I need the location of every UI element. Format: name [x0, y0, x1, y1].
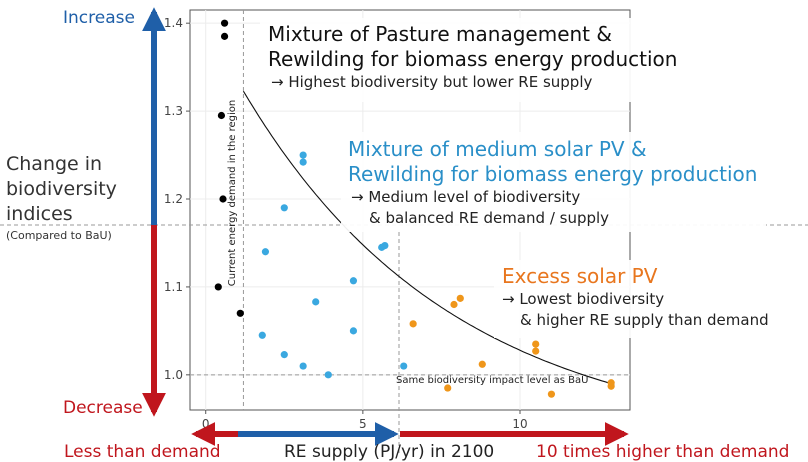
x-tick-label: 0 [202, 417, 210, 431]
box3-title: Excess solar PV [502, 264, 658, 288]
increase-label: Increase [63, 8, 135, 28]
point-blue [299, 158, 307, 166]
x-tick-label: 5 [359, 417, 367, 431]
point-blue [349, 327, 358, 335]
point-blue [324, 371, 332, 379]
point-blue [261, 248, 270, 256]
point-blue [299, 362, 307, 370]
point-blue [280, 351, 288, 359]
point-orange [450, 300, 458, 309]
point-orange [456, 294, 464, 302]
point-black [220, 19, 229, 27]
box3-note-line-1: → Lowest biodiversity [502, 290, 665, 308]
point-orange [547, 390, 556, 398]
point-orange [444, 384, 452, 392]
hline-label: Same biodiversity impact level as BaU [396, 375, 588, 386]
point-black [219, 195, 227, 203]
point-orange [478, 360, 486, 368]
point-black [236, 309, 244, 317]
y-tick-label: 1.0 [164, 368, 183, 382]
point-orange [409, 320, 417, 328]
y-tick-label: 1.2 [164, 192, 183, 206]
point-blue [299, 151, 307, 159]
vline-label: Current energy demand in the region [227, 100, 238, 287]
data-points [214, 19, 615, 398]
point-blue [258, 331, 266, 339]
point-blue [381, 242, 389, 250]
fit-curve [242, 90, 615, 386]
annotation-box-excess-solar: Excess solar PV → Lowest biodiversity & … [494, 260, 800, 338]
annotation-box-pasture: Mixture of Pasture management & Rewildin… [260, 18, 710, 102]
box1-title-line-2: Rewilding for biomass energy production [268, 47, 678, 71]
annotation-box-solar-rewilding: Mixture of medium solar PV & Rewilding f… [341, 132, 766, 232]
point-orange [607, 379, 615, 387]
y-title-line-1: Change in [6, 153, 103, 175]
y-title-line-2: biodiversity [6, 178, 117, 200]
point-blue [349, 277, 358, 285]
y-tick-label: 1.3 [164, 104, 183, 118]
point-orange [532, 347, 540, 355]
axis-ticks: 1.0 1.1 1.2 1.3 1.4 0 5 10 [164, 16, 528, 431]
point-blue [400, 362, 408, 370]
y-tick-label: 1.1 [164, 280, 183, 294]
y-title-line-3: indices [6, 203, 73, 225]
box1-note-line-1: → Highest biodiversity but lower RE supp… [271, 73, 593, 91]
point-blue [312, 298, 320, 306]
point-black [214, 283, 222, 291]
box1-title-line-1: Mixture of Pasture management & [268, 22, 612, 46]
box2-note-line-2: & balanced RE demand / supply [369, 209, 610, 227]
point-black [217, 111, 226, 120]
point-orange [532, 340, 540, 348]
axis-arrows [142, 7, 629, 446]
ten-times-demand-label: 10 times higher than demand [536, 442, 790, 462]
decrease-label: Decrease [63, 398, 143, 418]
box2-title-line-1: Mixture of medium solar PV & [348, 137, 647, 161]
box3-note-line-2: & higher RE supply than demand [520, 311, 769, 329]
less-than-demand-label: Less than demand [64, 442, 221, 462]
point-black [220, 32, 229, 40]
x-tick-label: 10 [512, 417, 527, 431]
y-axis-title: Change in biodiversity indices (Compared… [6, 152, 117, 242]
y-axis-subtitle: (Compared to BaU) [6, 229, 112, 242]
point-blue [280, 204, 288, 212]
y-tick-label: 1.4 [164, 16, 183, 30]
x-axis-title: RE supply (PJ/yr) in 2100 [284, 442, 495, 462]
box2-note-line-1: → Medium level of biodiversity [351, 188, 581, 206]
box2-title-line-2: Rewilding for biomass energy production [348, 162, 758, 186]
